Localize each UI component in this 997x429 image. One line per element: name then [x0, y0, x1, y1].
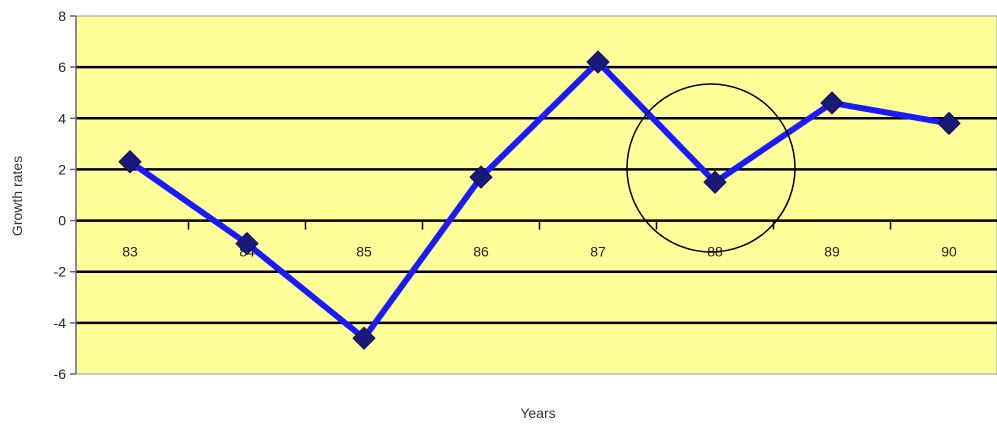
data-point-85	[352, 326, 376, 350]
x-tick-label: 90	[941, 244, 957, 260]
series-growth	[118, 50, 961, 350]
x-tick-label: 86	[473, 244, 489, 260]
y-tick-label: -6	[54, 366, 67, 382]
series-line	[127, 59, 952, 342]
data-point-89	[820, 91, 844, 115]
y-tick-label: -4	[54, 315, 67, 331]
data-point-83	[118, 150, 142, 174]
plot-area	[75, 15, 997, 375]
y-tick-label: 8	[58, 8, 66, 24]
x-tick-label: 85	[356, 244, 372, 260]
y-tick-label: 0	[58, 213, 66, 229]
y-tick-label: -2	[54, 264, 67, 280]
highlight-annotation	[626, 83, 796, 253]
highlight-circle	[626, 83, 796, 253]
y-tick-labels: 8 6 4 2 0 -2 -4 -6	[54, 8, 67, 382]
data-point-88	[703, 170, 727, 194]
x-tick-label: 87	[590, 244, 606, 260]
data-point-87	[586, 50, 610, 74]
y-axis-title: Growth rates	[9, 156, 25, 236]
x-axis-title: Years	[520, 405, 555, 421]
x-tick-label: 89	[824, 244, 840, 260]
x-tick-label: 83	[122, 244, 138, 260]
data-point-86	[469, 165, 493, 189]
data-point-90	[937, 111, 961, 136]
gridlines	[76, 65, 997, 325]
y-tick-label: 2	[58, 161, 66, 177]
data-point-84	[235, 231, 259, 256]
y-tick-marks	[70, 15, 76, 375]
y-tick-label: 4	[58, 110, 66, 126]
x-tick-marks	[187, 220, 892, 230]
y-tick-label: 6	[58, 59, 66, 75]
